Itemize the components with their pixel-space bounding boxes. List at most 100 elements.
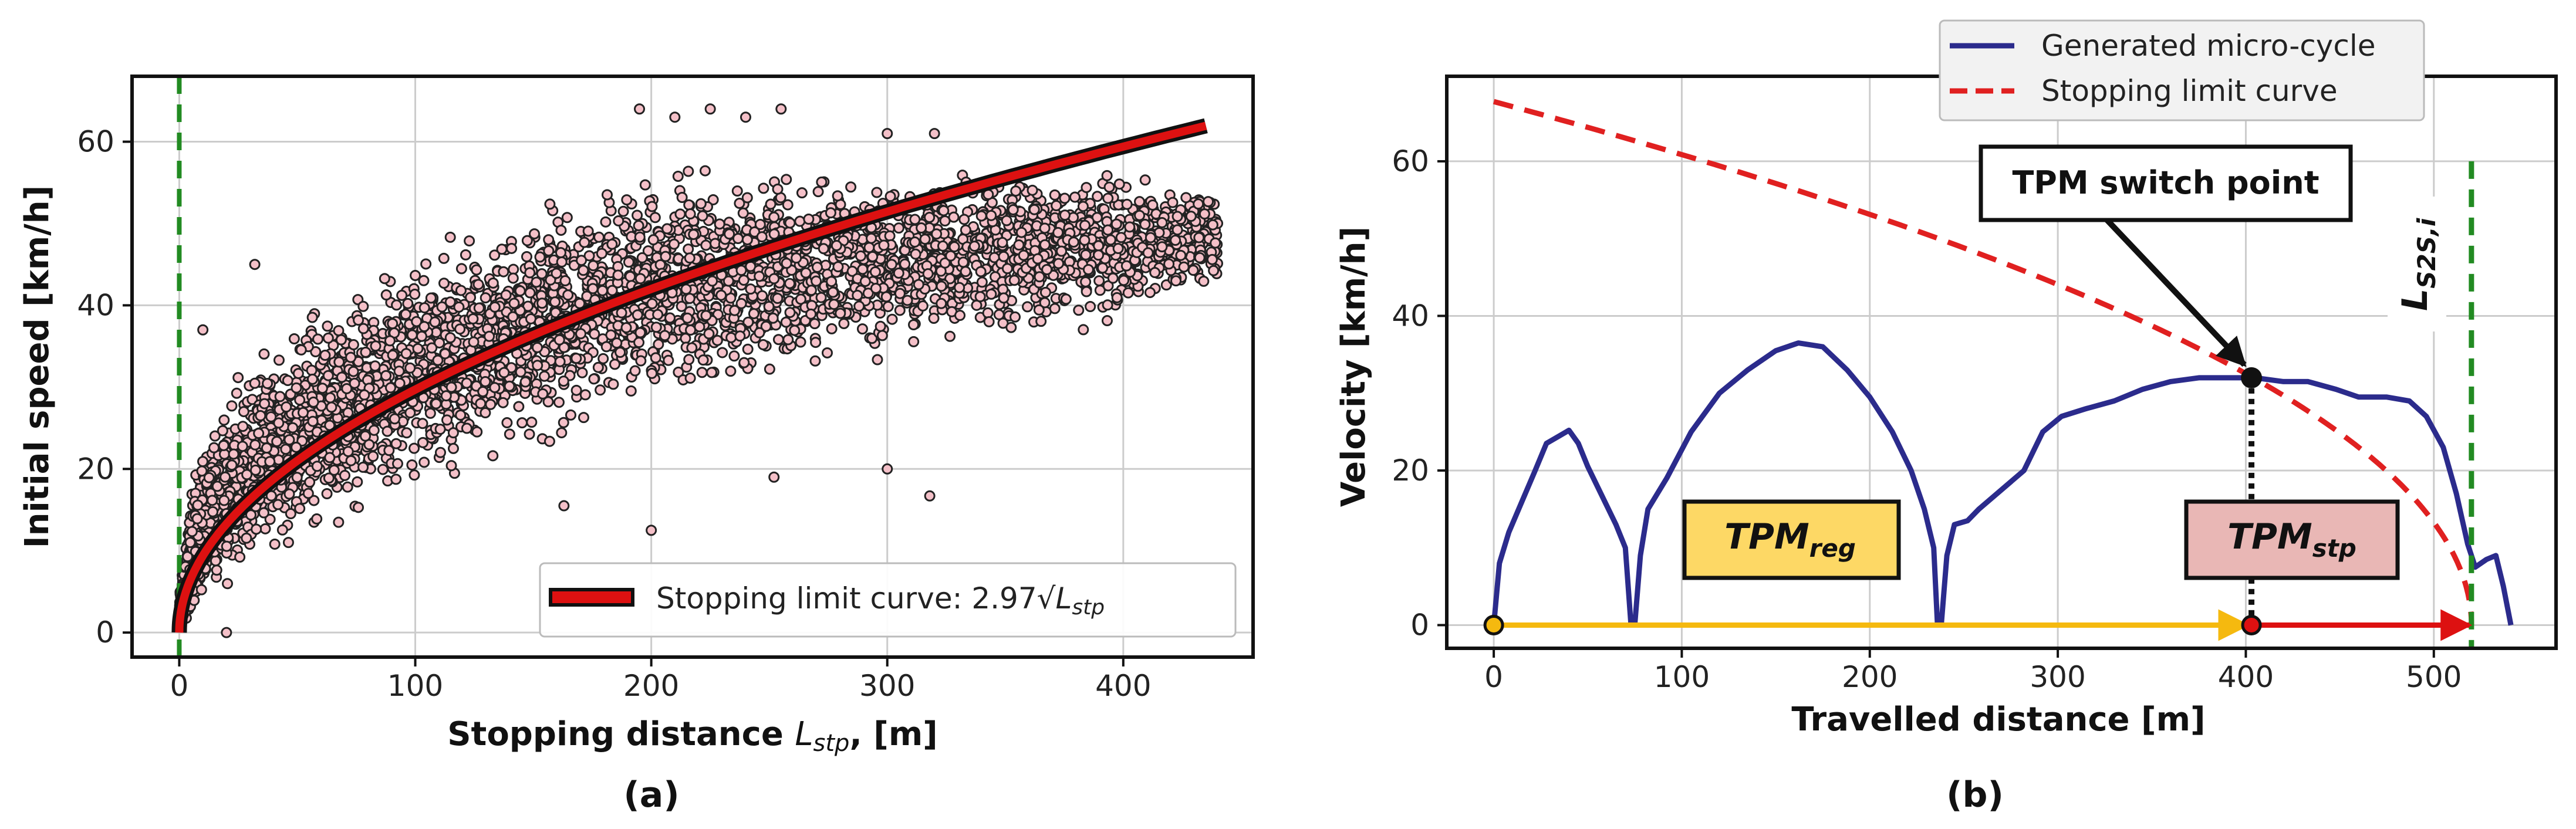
scatter-point (610, 360, 620, 369)
scatter-point (757, 232, 767, 242)
scatter-point (407, 461, 417, 470)
scatter-point (1102, 316, 1112, 326)
scatter-point (883, 129, 892, 138)
scatter-point (1014, 241, 1024, 250)
scatter-point (886, 192, 895, 201)
tick-label-x: 500 (2406, 660, 2462, 694)
scatter-point (538, 389, 548, 398)
scatter-point (1164, 259, 1174, 269)
scatter-point (406, 363, 415, 373)
scatter-point (1074, 306, 1083, 315)
scatter-point (877, 331, 887, 340)
scatter-point (1200, 209, 1209, 219)
panel-b-switch-ground-point (2243, 616, 2260, 634)
scatter-point (925, 213, 934, 222)
scatter-point (1041, 287, 1050, 297)
scatter-point (832, 241, 841, 251)
scatter-point (293, 369, 303, 378)
scatter-point (725, 229, 734, 239)
panel-b-caption-label: (b) (1946, 774, 2004, 816)
scatter-point (1002, 216, 1011, 225)
scatter-point (684, 245, 693, 254)
scatter-point (1060, 194, 1069, 203)
scatter-point (278, 525, 287, 534)
scatter-point (481, 377, 490, 387)
scatter-point (343, 482, 352, 492)
scatter-point (1079, 325, 1088, 334)
scatter-point (254, 429, 264, 438)
tick-label-x: 400 (2218, 660, 2274, 694)
scatter-point (308, 313, 317, 322)
scatter-point (478, 387, 488, 397)
scatter-point (359, 462, 368, 472)
scatter-point (887, 314, 897, 324)
scatter-point (806, 286, 816, 295)
scatter-point (1078, 202, 1088, 211)
scatter-point (472, 265, 481, 275)
scatter-point (685, 294, 694, 303)
scatter-point (999, 293, 1008, 303)
scatter-point (420, 322, 429, 331)
scatter-point (576, 329, 586, 339)
scatter-point (1080, 235, 1089, 245)
scatter-point (828, 287, 838, 297)
scatter-point (361, 347, 370, 357)
scatter-point (684, 355, 694, 364)
scatter-point (724, 276, 733, 286)
scatter-point (826, 208, 835, 218)
scatter-point (580, 238, 589, 247)
scatter-point (426, 408, 435, 418)
tick-label-y: 20 (77, 452, 114, 486)
scatter-point (812, 263, 822, 272)
scatter-point (596, 385, 605, 395)
scatter-point (920, 235, 930, 244)
scatter-point (910, 215, 920, 224)
scatter-point (730, 351, 739, 361)
scatter-point (219, 441, 228, 450)
scatter-point (601, 217, 610, 226)
scatter-point (439, 279, 448, 288)
scatter-point (651, 353, 660, 363)
scatter-point (836, 309, 845, 318)
scatter-point (813, 187, 823, 197)
scatter-point (633, 310, 642, 320)
scatter-point (937, 282, 946, 291)
scatter-point (193, 500, 202, 510)
scatter-point (607, 239, 617, 249)
scatter-point (1081, 277, 1091, 286)
scatter-point (388, 319, 397, 329)
scatter-point (701, 311, 711, 320)
scatter-point (705, 104, 715, 114)
scatter-point (956, 311, 965, 320)
scatter-point (407, 330, 417, 340)
scatter-point (417, 331, 426, 341)
scatter-point (556, 248, 565, 258)
scatter-point (509, 299, 519, 308)
scatter-point (758, 291, 767, 300)
scatter-point (976, 267, 985, 276)
scatter-point (525, 429, 534, 439)
scatter-point (545, 199, 555, 209)
scatter-point (715, 219, 724, 229)
scatter-point (388, 350, 397, 360)
panel-a-chart: 0 100 200 300 400 0204060 Stopping limit cur… (18, 76, 1253, 816)
scatter-point (251, 440, 260, 449)
scatter-point (466, 293, 475, 302)
scatter-point (403, 299, 413, 308)
scatter-point (1035, 272, 1044, 282)
scatter-point (938, 241, 947, 251)
scatter-point (380, 274, 389, 283)
scatter-point (234, 373, 243, 383)
scatter-point (765, 364, 774, 374)
scatter-point (636, 356, 646, 366)
scatter-point (499, 368, 509, 377)
scatter-point (498, 398, 508, 407)
scatter-point (465, 236, 474, 246)
scatter-point (769, 274, 779, 283)
scatter-point (865, 243, 874, 252)
scatter-point (435, 448, 445, 457)
tick-label-x: 300 (2030, 660, 2085, 694)
scatter-point (292, 383, 301, 392)
scatter-point (455, 324, 465, 334)
scatter-point (660, 331, 670, 340)
